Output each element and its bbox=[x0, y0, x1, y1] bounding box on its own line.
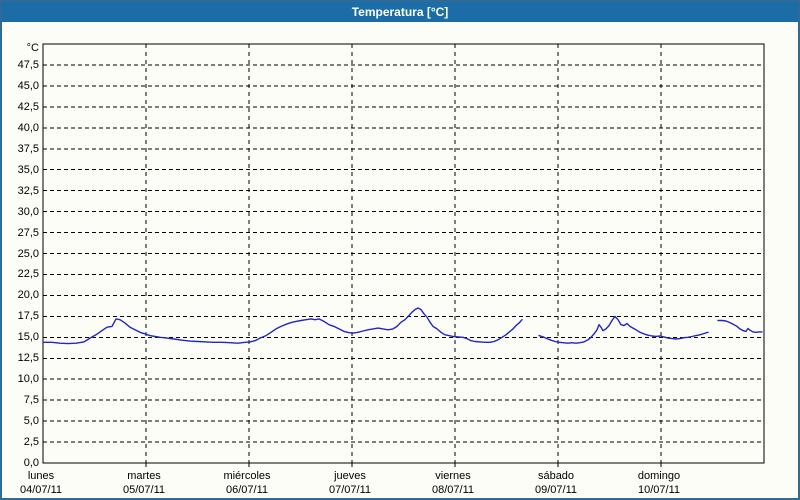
y-axis-tick-label: 17,5 bbox=[17, 310, 39, 323]
y-axis-tick-label: 27,5 bbox=[17, 226, 39, 239]
y-axis-tick-label: 37,5 bbox=[17, 142, 39, 155]
y-axis-tick-label: 45,0 bbox=[17, 79, 39, 92]
y-axis-tick-label: 42,5 bbox=[17, 100, 39, 113]
x-axis-day-name: martes bbox=[127, 470, 161, 482]
x-axis-day-name: jueves bbox=[334, 470, 366, 482]
chart-title: Temperatura [°C] bbox=[351, 5, 449, 19]
temperature-line-segment bbox=[538, 315, 709, 344]
temperature-line-segment bbox=[42, 307, 523, 345]
plot-frame bbox=[42, 43, 765, 464]
y-axis-tick-label: 15,0 bbox=[17, 331, 39, 344]
x-axis-day-name: miércoles bbox=[223, 470, 271, 482]
y-axis-tick-label: 22,5 bbox=[17, 268, 39, 281]
x-axis-day-name: domingo bbox=[637, 470, 681, 482]
y-axis-tick-label: 12,5 bbox=[17, 352, 39, 365]
temperature-line-segment bbox=[717, 319, 763, 333]
x-axis-day-date: 06/07/11 bbox=[225, 484, 268, 496]
y-axis-tick-label: 30,0 bbox=[17, 205, 39, 218]
x-axis-day-date: 09/07/11 bbox=[534, 484, 577, 496]
x-axis-day-date: 10/07/11 bbox=[637, 484, 680, 496]
title-bar: Temperatura [°C] bbox=[2, 2, 798, 22]
y-axis-tick-label: 2,5 bbox=[23, 436, 39, 449]
y-axis-unit-label: °C bbox=[26, 42, 39, 54]
y-axis-tick-label: 25,0 bbox=[17, 247, 39, 260]
x-axis-day-date: 08/07/11 bbox=[431, 484, 474, 496]
x-axis-day-name: viernes bbox=[435, 470, 471, 482]
x-axis-day-date: 04/07/11 bbox=[19, 484, 62, 496]
y-axis-tick-label: 7,5 bbox=[23, 394, 39, 407]
x-axis-day-date: 05/07/11 bbox=[122, 484, 165, 496]
y-axis-tick-label: 32,5 bbox=[17, 184, 39, 197]
y-axis-tick-label: 47,5 bbox=[17, 58, 39, 71]
y-axis-tick-label: 20,0 bbox=[17, 289, 39, 302]
y-axis-tick-label: 5,0 bbox=[23, 415, 39, 428]
y-axis-tick-label: 40,0 bbox=[17, 121, 39, 134]
y-axis-tick-label: 0,0 bbox=[23, 457, 39, 469]
y-axis-tick-label: 10,0 bbox=[17, 373, 39, 386]
x-axis-day-name: sábado bbox=[537, 470, 575, 482]
y-axis-tick-label: 35,0 bbox=[17, 163, 39, 176]
x-axis-day-date: 07/07/11 bbox=[328, 484, 371, 496]
x-axis-day-name: lunes bbox=[27, 470, 55, 482]
